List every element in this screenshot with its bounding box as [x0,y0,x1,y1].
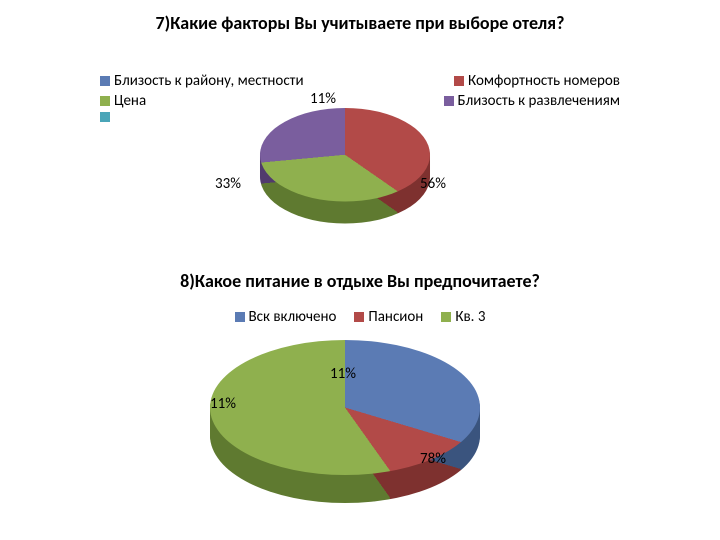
legend-item: Близость к развлечениям [444,92,620,110]
legend-label: Пансион [368,308,423,326]
legend-item: Пансион [354,308,423,326]
legend-item: Вск включено [235,308,337,326]
legend-label: Близость к развлечениям [458,92,620,110]
q7-label-11: 11% [310,90,336,108]
legend-label: Близость к району, местности [114,72,304,90]
legend-item: Комфортность номеров [454,72,620,90]
legend-label: Цена [114,92,146,110]
legend-swatch [454,76,464,86]
q8-label-78: 78% [420,450,446,468]
legend-swatch [444,96,454,106]
legend-label: Вск включено [249,308,337,326]
q8-legend: Вск включено Пансион Кв. 3 [0,308,720,326]
pie-top [260,108,430,202]
legend-swatch [100,112,110,122]
legend-label: Кв. 3 [455,308,485,326]
legend-label: Комфортность номеров [468,72,620,90]
legend-swatch [441,312,451,322]
q7-title: 7)Какие факторы Вы учитываете при выборе… [0,12,720,34]
legend-item: Цена [100,92,146,110]
legend-swatch [100,76,110,86]
legend-item: Кв. 3 [441,308,485,326]
q7-label-33: 33% [215,175,241,193]
q8-label-11b: 11% [330,365,356,383]
legend-swatch [235,312,245,322]
q8-label-11a: 11% [210,395,236,413]
q7-label-56: 56% [420,175,446,193]
q7-pie-chart [260,108,430,224]
q8-title: 8)Какое питание в отдыхе Вы предпочитает… [0,270,720,292]
legend-swatch [100,96,110,106]
legend-item: Близость к району, местности [100,72,304,90]
legend-swatch [354,312,364,322]
